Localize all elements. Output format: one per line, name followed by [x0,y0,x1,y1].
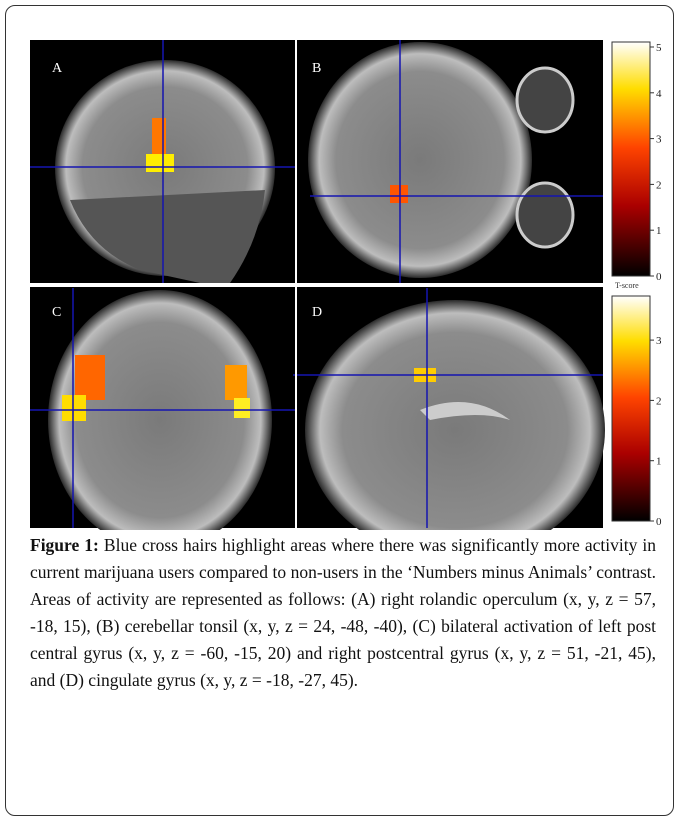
colorbar-tick-label: 3 [656,335,662,347]
brain-slice [308,42,532,278]
page: A B C D T-score 0 1 2 3 4 5 0 1 2 3 Figure 1: Blu… [0,0,681,823]
colorbar [612,296,650,521]
panel-label: D [312,305,322,320]
panel-label: C [52,305,61,320]
colorbar-tick-label: 5 [656,42,662,54]
eye [517,183,573,247]
colorbar-tick-label: 1 [656,456,662,468]
colorbar-tick-label: 1 [656,225,662,237]
panel-label: B [312,61,321,76]
activation [234,398,250,418]
colorbar-tick-label: 2 [656,395,662,407]
activation [225,365,247,400]
eye [517,68,573,132]
colorbar-tick-label: 0 [656,271,662,283]
activation [152,118,166,158]
colorbar-tick-label: 0 [656,516,662,528]
activation [390,185,408,203]
activation [62,395,86,421]
colorbar [612,42,650,276]
caption: Figure 1: Blue cross hairs highlight are… [30,532,656,694]
caption-label: Figure 1: [30,535,99,555]
activation [146,154,174,172]
colorbar-label: T-score [615,281,639,290]
colorbar-tick-label: 4 [656,88,662,100]
caption-text: Blue cross hairs highlight areas where t… [30,535,656,690]
colorbar-tick-label: 2 [656,179,662,191]
panel-label: A [52,61,63,76]
colorbar-tick-label: 3 [656,134,662,146]
figure-image: A B C D T-score 0 1 2 3 4 5 0 1 2 3 [0,0,681,530]
activation [75,355,105,400]
